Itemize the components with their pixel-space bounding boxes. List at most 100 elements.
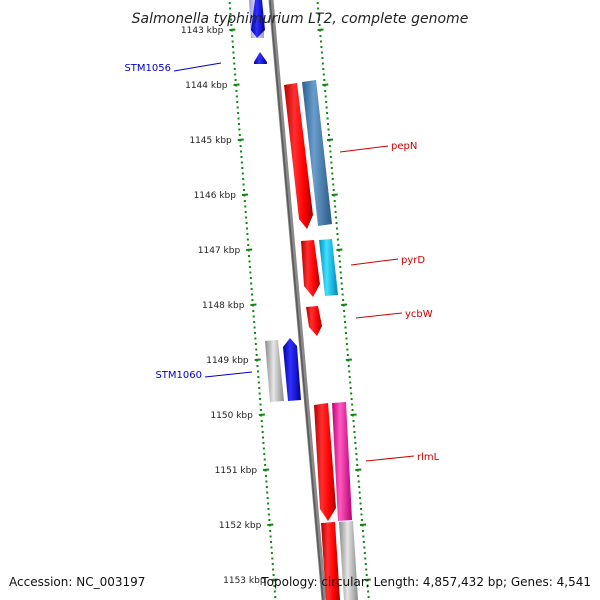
outer-ring-dot (316, 2, 319, 4)
tick-mark-outer (331, 193, 338, 196)
tick-mark (241, 193, 249, 196)
outer-ring-dot (348, 376, 351, 378)
genome-backbone (268, 0, 327, 600)
inner-ring-dot (256, 370, 259, 373)
outer-ring-dot (338, 260, 341, 263)
inner-ring-dot (240, 150, 243, 153)
outer-ring-dot (318, 24, 321, 26)
tick-label: 1152 kbp (219, 521, 262, 531)
outer-ring-dot (345, 337, 348, 340)
outer-ring-dot (339, 266, 342, 268)
tick-mark (237, 138, 244, 141)
outer-ring-dot (341, 288, 344, 290)
outer-ring-dot (320, 46, 323, 48)
outer-ring-dot (359, 502, 362, 505)
inner-ring-dot (250, 282, 253, 285)
inner-ring-dot (272, 568, 275, 571)
inner-ring-dot (259, 403, 262, 406)
feature-pepN-gene (302, 80, 332, 226)
inner-ring-dot (267, 513, 270, 516)
topology-text: Topology: circular; Length: 4,857,432 bp… (260, 575, 591, 589)
outer-ring-dot (326, 112, 329, 114)
outer-ring-dot (345, 343, 348, 345)
accession-text: Accession: NC_003197 (9, 575, 145, 589)
outer-ring-dot (357, 475, 360, 477)
outer-ring-dot (317, 7, 320, 10)
outer-ring-dot (336, 227, 338, 230)
inner-ring-dot (262, 447, 265, 450)
feature-grey-bottom (339, 521, 358, 600)
inner-ring-dot (269, 535, 272, 538)
tick-mark-outer (336, 248, 343, 251)
inner-ring-dot (229, 7, 232, 10)
label-rlmL[interactable]: rlmL (417, 452, 440, 463)
outer-ring-dot (355, 453, 358, 455)
outer-ring-dot (317, 13, 320, 15)
inner-ring-dot (231, 35, 234, 37)
inner-ring-dot (271, 563, 274, 565)
label-ycbW[interactable]: ycbW (405, 309, 433, 320)
inner-ring-dot (265, 486, 268, 488)
inner-ring-dot (247, 244, 250, 246)
feature-pyrD-gene (319, 239, 338, 296)
outer-ring-dot (360, 513, 363, 516)
outer-ring-dot (328, 145, 331, 147)
outer-ring-dot (366, 585, 369, 587)
outer-ring-dot (338, 255, 341, 257)
outer-ring-dot (357, 480, 360, 483)
inner-ring-dot (267, 502, 270, 505)
feature-ycbW-cds (306, 306, 322, 336)
inner-ring-dot (236, 101, 239, 103)
label-pyrD-leader (350, 258, 399, 266)
inner-ring-dot (255, 354, 258, 356)
outer-ring-dot (341, 293, 344, 296)
inner-ring-dot (242, 183, 245, 186)
inner-ring-dot (261, 431, 264, 433)
inner-ring-dot (262, 436, 265, 439)
label-pyrD[interactable]: pyrD (401, 255, 425, 266)
label-stm1056[interactable]: STM1056 (124, 63, 171, 74)
inner-ring-dot (244, 211, 247, 213)
outer-ring-dot (344, 321, 347, 323)
inner-ring-dot (261, 425, 264, 428)
outer-ring-dot (330, 161, 333, 164)
feature-pyrD-cds (301, 240, 320, 297)
inner-ring-dot (232, 57, 235, 59)
outer-ring-dot (336, 233, 339, 235)
inner-ring-dot (272, 574, 275, 576)
outer-ring-dot (323, 79, 326, 81)
outer-ring-dot (319, 40, 322, 43)
inner-ring-dot (256, 365, 259, 367)
inner-ring-dot (271, 557, 274, 560)
outer-ring-dot (367, 590, 370, 593)
inner-ring-dot (240, 156, 243, 158)
outer-ring-dot (353, 431, 356, 433)
inner-ring-dot (248, 260, 251, 263)
tick-mark-outer (326, 138, 334, 141)
tick-mark-outer (355, 468, 362, 471)
inner-ring-dot (273, 585, 276, 587)
outer-ring-dot (322, 68, 325, 70)
tick-label: 1143 kbp (181, 26, 224, 36)
inner-ring-dot (233, 62, 236, 65)
inner-ring-dot (238, 134, 241, 136)
tick-label: 1147 kbp (198, 246, 241, 256)
label-stm1060[interactable]: STM1060 (155, 370, 202, 381)
outer-ring-dot (361, 530, 364, 532)
tick-mark (263, 468, 270, 471)
outer-ring-dot (362, 535, 365, 538)
outer-ring-dot (362, 541, 365, 543)
inner-ring-dot (257, 381, 260, 384)
inner-ring-dot (245, 227, 248, 230)
outer-ring-dot (364, 563, 367, 565)
label-pepN[interactable]: pepN (391, 141, 417, 152)
inner-ring-dot (251, 293, 254, 296)
label-pyrD-group: pyrD (350, 255, 425, 266)
label-rlmL-leader (365, 455, 415, 462)
tick-label: 1148 kbp (202, 301, 245, 311)
outer-ring-dot (349, 387, 352, 389)
outer-ring-dot (334, 211, 337, 213)
outer-ring-dot (324, 90, 327, 92)
tick-mark (250, 303, 257, 306)
outer-ring-dot (354, 447, 357, 450)
